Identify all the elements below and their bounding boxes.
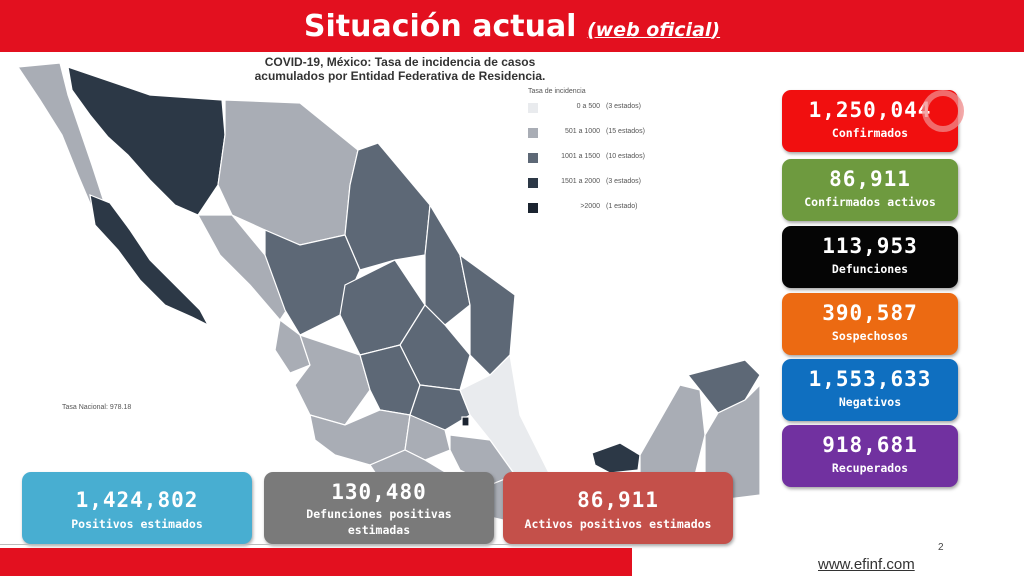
ring-icon xyxy=(922,90,964,132)
legend-count: (1 estado) xyxy=(606,203,638,210)
map-title-line2: acumulados por Entidad Federativa de Res… xyxy=(254,69,546,83)
legend-item: >2000 (1 estado) xyxy=(528,203,648,228)
legend-item: 1501 a 2000 (3 estados) xyxy=(528,178,648,203)
title-subtitle[interactable]: (web oficial) xyxy=(586,19,721,41)
state-edomex xyxy=(404,414,451,461)
legend-range: 0 a 500 xyxy=(576,103,600,110)
stat-label: Defunciones xyxy=(831,262,909,276)
legend-count: (3 estados) xyxy=(606,103,642,110)
stat-value: 113,953 xyxy=(822,234,918,258)
legend-swatch xyxy=(528,153,538,163)
est-label: Activos positivos estimados xyxy=(524,517,712,531)
map-title: COVID-19, México: Tasa de incidencia de … xyxy=(230,55,570,83)
title-text: Situación actual xyxy=(303,9,577,44)
map-title-line1: COVID-19, México: Tasa de incidencia de … xyxy=(264,55,536,69)
est-value: 1,424,802 xyxy=(75,488,199,512)
state-baja-california-sur xyxy=(89,194,210,327)
stat-value: 918,681 xyxy=(822,433,918,457)
stat-recuperados: 918,681 Recuperados xyxy=(782,425,958,487)
legend-item: 1001 a 1500 (10 estados) xyxy=(528,153,648,178)
website-link[interactable]: www.efinf.com xyxy=(818,556,915,573)
stat-value: 1,553,633 xyxy=(808,367,932,391)
map-legend: Tasa de incidencia 0 a 500 (3 estados) 5… xyxy=(528,88,648,228)
legend-swatch xyxy=(528,128,538,138)
legend-range: >2000 xyxy=(580,203,600,210)
legend-range: 1501 a 2000 xyxy=(561,178,600,185)
national-rate: Tasa Nacional: 978.18 xyxy=(62,404,132,411)
state-tabasco xyxy=(591,442,641,474)
stat-value: 390,587 xyxy=(822,301,918,325)
stat-label: Sospechosos xyxy=(831,329,909,343)
footer-bar xyxy=(0,548,632,576)
state-sonora xyxy=(67,66,226,216)
stat-value: 1,250,044 xyxy=(808,98,932,122)
legend-swatch xyxy=(528,203,538,213)
state-cdmx xyxy=(461,416,470,427)
header-bar xyxy=(0,0,1024,52)
state-sinaloa xyxy=(196,214,291,321)
state-coahuila xyxy=(344,142,431,271)
stat-defunciones: 113,953 Defunciones xyxy=(782,226,958,288)
est-value: 86,911 xyxy=(577,488,659,512)
stat-label: Confirmados activos xyxy=(804,195,936,209)
legend-item: 501 a 1000 (15 estados) xyxy=(528,128,648,153)
page-title: Situación actual (web oficial) xyxy=(0,0,1024,52)
stat-value: 86,911 xyxy=(829,167,911,191)
est-label: Positivos estimados xyxy=(71,517,203,531)
legend-item: 0 a 500 (3 estados) xyxy=(528,103,648,128)
stat-sospechosos: 390,587 Sospechosos xyxy=(782,293,958,355)
est-value: 130,480 xyxy=(331,480,427,504)
legend-range: 501 a 1000 xyxy=(564,128,600,135)
stat-negativos: 1,553,633 Negativos xyxy=(782,359,958,421)
legend-swatch xyxy=(528,178,538,188)
legend-swatch xyxy=(528,103,538,113)
stat-label: Negativos xyxy=(838,395,902,409)
mexico-map xyxy=(16,62,760,534)
legend-title: Tasa de incidencia xyxy=(528,88,586,95)
stat-label: Confirmados xyxy=(831,126,909,140)
legend-count: (3 estados) xyxy=(606,178,642,185)
legend-count: (10 estados) xyxy=(606,153,645,160)
state-nayarit xyxy=(274,318,311,374)
est-activos: 86,911 Activos positivos estimados xyxy=(503,472,733,544)
legend-range: 1001 a 1500 xyxy=(561,153,600,160)
page-number: 2 xyxy=(938,542,944,553)
stat-label: Recuperados xyxy=(831,461,909,475)
legend-count: (15 estados) xyxy=(606,128,645,135)
est-defunciones: 130,480 Defunciones positivas estimadas xyxy=(264,472,494,544)
stat-confirmados-activos: 86,911 Confirmados activos xyxy=(782,159,958,221)
footer-divider xyxy=(0,544,632,545)
est-label-line2: estimadas xyxy=(347,523,411,537)
est-label-line1: Defunciones positivas xyxy=(306,507,452,521)
est-positivos: 1,424,802 Positivos estimados xyxy=(22,472,252,544)
